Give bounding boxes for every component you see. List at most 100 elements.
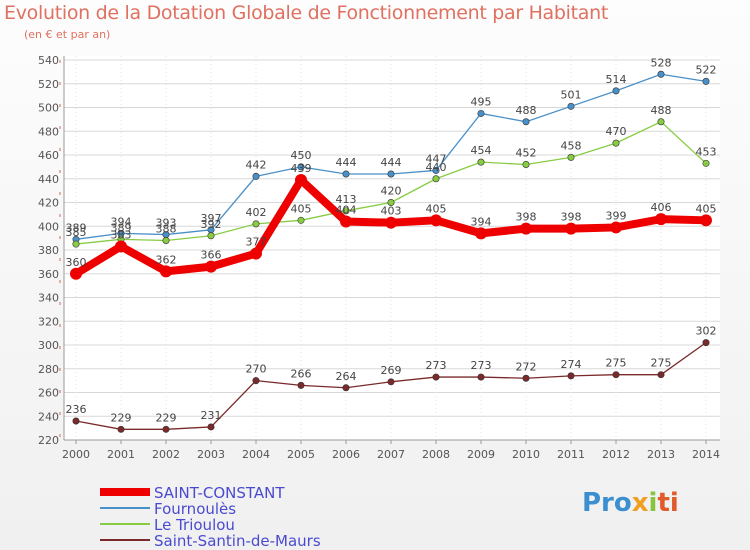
x-tick-label: 2008 [422, 448, 450, 461]
plot-area [64, 56, 720, 440]
data-label-saint-santin-de-maurs: 302 [696, 325, 717, 338]
y-tick-label: 220 [38, 434, 59, 447]
data-label-saint-santin-de-maurs: 273 [426, 359, 447, 372]
point-saint-santin-de-maurs [657, 371, 665, 379]
point-saint-constant [430, 214, 442, 227]
point-le-trioulou [207, 232, 215, 240]
data-label-le-trioulou: 452 [516, 147, 537, 160]
x-tick-label: 2000 [62, 448, 90, 461]
logo-part-1: Pro [582, 488, 632, 518]
point-le-trioulou [252, 220, 260, 228]
data-label-saint-santin-de-maurs: 264 [336, 370, 357, 383]
point-le-trioulou [522, 161, 530, 169]
chart-subtitle: (en € et par an) [24, 28, 111, 41]
data-label-saint-constant: 366 [201, 249, 222, 262]
data-label-fournoules: 488 [516, 104, 537, 117]
data-label-saint-santin-de-maurs: 236 [66, 403, 87, 416]
y-tick-label: 480 [38, 125, 59, 138]
data-label-le-trioulou: 385 [66, 226, 87, 239]
x-tick-label: 2009 [467, 448, 495, 461]
data-label-saint-constant: 403 [381, 205, 402, 218]
data-label-le-trioulou: 388 [156, 223, 177, 236]
point-fournoules [387, 170, 395, 178]
data-label-saint-constant: 398 [516, 211, 537, 224]
point-le-trioulou [72, 240, 80, 248]
data-label-le-trioulou: 453 [696, 145, 717, 158]
data-label-saint-constant: 377 [246, 236, 267, 249]
point-saint-santin-de-maurs [702, 339, 710, 347]
x-tick-label: 2002 [152, 448, 180, 461]
data-label-saint-santin-de-maurs: 273 [471, 359, 492, 372]
point-fournoules [702, 77, 710, 85]
point-le-trioulou [612, 139, 620, 147]
data-label-le-trioulou: 420 [381, 185, 402, 198]
data-label-saint-constant: 394 [471, 215, 492, 228]
x-tick-label: 2005 [287, 448, 315, 461]
x-tick-label: 2007 [377, 448, 405, 461]
data-label-saint-santin-de-maurs: 229 [111, 411, 132, 424]
data-label-fournoules: 394 [111, 215, 132, 228]
point-saint-santin-de-maurs [477, 373, 485, 381]
point-le-trioulou [342, 207, 350, 215]
data-label-le-trioulou: 402 [246, 206, 267, 219]
y-tick-label: 300 [38, 339, 59, 352]
point-fournoules [342, 170, 350, 178]
point-saint-santin-de-maurs [342, 384, 350, 392]
data-label-fournoules: 501 [561, 88, 582, 101]
point-saint-constant [250, 247, 262, 260]
point-fournoules [252, 172, 260, 180]
data-label-saint-santin-de-maurs: 229 [156, 411, 177, 424]
data-label-saint-constant: 404 [336, 204, 357, 217]
point-le-trioulou [432, 175, 440, 183]
data-label-saint-constant: 405 [696, 202, 717, 215]
point-saint-constant [340, 215, 352, 228]
point-le-trioulou [162, 237, 170, 245]
data-label-le-trioulou: 440 [426, 161, 447, 174]
y-tick-label: 500 [38, 102, 59, 115]
point-fournoules [297, 163, 305, 171]
data-label-saint-santin-de-maurs: 275 [606, 357, 627, 370]
point-le-trioulou [702, 159, 710, 167]
y-tick-label: 540 [38, 54, 59, 67]
data-label-saint-santin-de-maurs: 274 [561, 358, 582, 371]
point-saint-santin-de-maurs [567, 372, 575, 380]
data-label-saint-constant: 383 [111, 228, 132, 241]
x-tick-label: 2001 [107, 448, 135, 461]
y-tick-label: 420 [38, 197, 59, 210]
data-label-fournoules: 444 [336, 156, 357, 169]
data-label-fournoules: 522 [696, 63, 717, 76]
point-le-trioulou [297, 216, 305, 224]
proxiti-logo: Proxiti [582, 488, 679, 518]
point-saint-santin-de-maurs [162, 425, 170, 433]
data-label-saint-constant: 405 [426, 202, 447, 215]
data-label-fournoules: 442 [246, 158, 267, 171]
data-label-fournoules: 528 [651, 56, 672, 69]
point-saint-santin-de-maurs [207, 423, 215, 431]
data-label-saint-santin-de-maurs: 231 [201, 409, 222, 422]
data-label-le-trioulou: 389 [111, 221, 132, 234]
data-label-saint-constant: 406 [651, 201, 672, 214]
y-tick-label: 360 [38, 268, 59, 281]
data-label-saint-santin-de-maurs: 272 [516, 360, 537, 373]
data-label-fournoules: 450 [291, 149, 312, 162]
data-label-le-trioulou: 488 [651, 104, 672, 117]
point-saint-constant [205, 260, 217, 273]
y-tick-label: 240 [38, 410, 59, 423]
data-label-saint-santin-de-maurs: 269 [381, 364, 402, 377]
data-label-saint-santin-de-maurs: 275 [651, 357, 672, 370]
y-tick-label: 400 [38, 220, 59, 233]
logo-part-4: ti [657, 488, 679, 518]
data-label-saint-constant: 362 [156, 253, 177, 266]
data-label-saint-santin-de-maurs: 270 [246, 363, 267, 376]
data-label-le-trioulou: 470 [606, 125, 627, 138]
x-tick-label: 2010 [512, 448, 540, 461]
data-label-fournoules: 389 [66, 221, 87, 234]
point-saint-constant [385, 216, 397, 229]
y-tick-label: 280 [38, 363, 59, 376]
point-fournoules [522, 118, 530, 126]
y-tick-label: 440 [38, 173, 59, 186]
point-fournoules [432, 166, 440, 174]
point-saint-constant [70, 267, 82, 280]
point-fournoules [567, 102, 575, 110]
